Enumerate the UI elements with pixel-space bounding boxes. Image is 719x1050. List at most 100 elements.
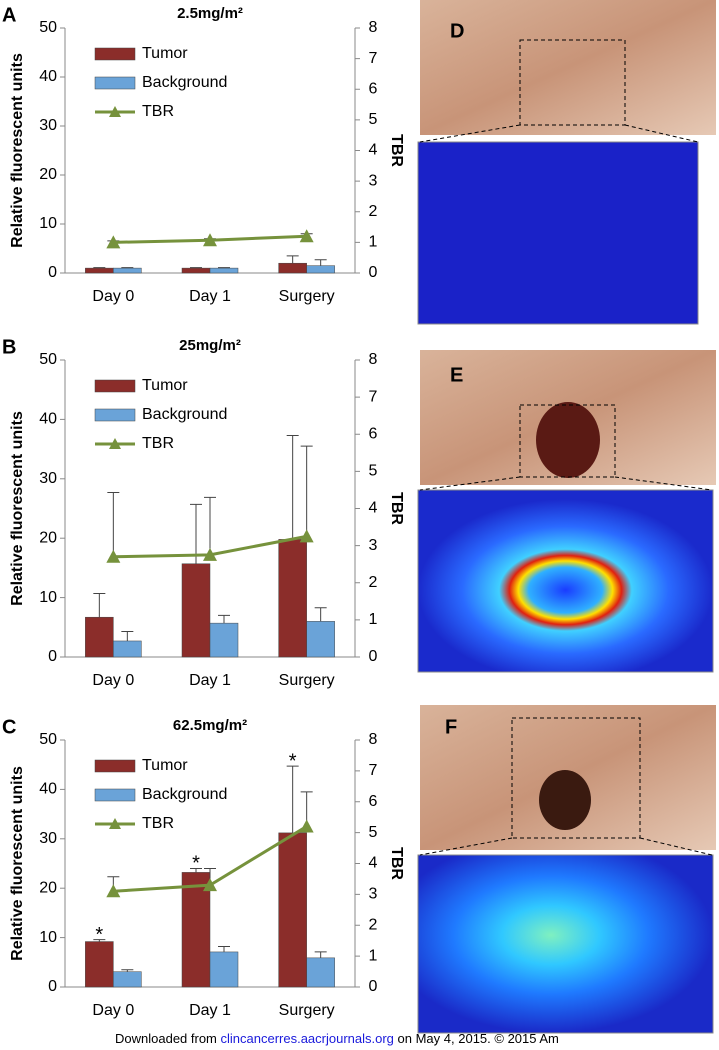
y2-tick-label: 0: [369, 978, 378, 995]
legend-swatch: [94, 759, 136, 773]
y2-tick-label: 3: [369, 886, 378, 903]
error-bar: [286, 765, 299, 833]
error-bar: [204, 496, 216, 555]
nose: [539, 770, 591, 830]
y-tick-label: 10: [39, 929, 57, 946]
y-tick-label: 30: [39, 117, 57, 134]
y2-tick-label: 7: [369, 388, 378, 405]
y-tick-label: 40: [39, 411, 57, 428]
footer-link[interactable]: clincancerres.aacrjournals.org: [220, 1031, 394, 1046]
y2-tick-label: 5: [369, 111, 378, 128]
tbr-marker: [299, 229, 314, 243]
x-tick-label: Day 1: [189, 1002, 231, 1019]
y2-tick-label: 1: [369, 234, 378, 251]
bar: [181, 267, 211, 274]
annotation: *: [289, 750, 297, 772]
legend-label: Background: [142, 786, 227, 803]
y2-tick-label: 6: [369, 425, 378, 442]
legend-swatch: [109, 438, 121, 449]
y2-tick-label: 4: [369, 500, 378, 517]
legend-label: Tumor: [142, 757, 188, 774]
y2-tick-label: 1: [369, 947, 378, 964]
tbr-marker: [299, 529, 314, 543]
x-tick-label: Day 0: [92, 1002, 134, 1019]
x-tick-label: Day 0: [92, 288, 134, 305]
y-axis-label: Relative fluorescent units: [9, 411, 26, 606]
y2-tick-label: 6: [369, 793, 378, 810]
legend-label: TBR: [142, 103, 174, 120]
bar: [306, 265, 335, 274]
chart-title: 62.5mg/m²: [173, 717, 247, 734]
bar: [278, 262, 307, 274]
y-tick-label: 20: [39, 879, 57, 896]
bar: [278, 832, 307, 988]
x-tick-label: Surgery: [279, 672, 335, 689]
legend-swatch: [94, 408, 136, 422]
bar: [85, 267, 114, 274]
tbr-marker: [106, 235, 121, 249]
bar: [113, 267, 142, 274]
bar: [306, 957, 335, 988]
bar: [181, 563, 211, 658]
chart-title: 25mg/m²: [179, 337, 241, 354]
tbr-marker: [299, 819, 314, 833]
y2-axis-label: TBR: [388, 134, 405, 167]
legend-label: Background: [142, 74, 227, 91]
y-tick-label: 30: [39, 470, 57, 487]
y2-tick-label: 8: [369, 351, 378, 368]
footer: Downloaded from clincancerres.aacrjourna…: [115, 1031, 559, 1046]
x-tick-label: Day 1: [189, 672, 231, 689]
roi-box: [519, 39, 626, 126]
footer-text: Downloaded from: [115, 1031, 221, 1046]
error-bar: [314, 259, 327, 266]
y2-axis-label: TBR: [388, 492, 405, 525]
y2-tick-label: 6: [369, 80, 378, 97]
error-bar: [218, 945, 230, 952]
tbr-marker: [106, 549, 121, 563]
legend-swatch: [109, 106, 121, 117]
x-tick-label: Day 1: [189, 288, 231, 305]
tbr-marker: [203, 878, 217, 892]
tbr-marker: [106, 884, 121, 898]
annotation: *: [95, 924, 103, 946]
error-bar: [107, 492, 120, 557]
legend-label: Tumor: [142, 377, 188, 394]
y2-tick-label: 4: [369, 142, 378, 159]
bar: [306, 621, 335, 658]
y2-tick-label: 5: [369, 463, 378, 480]
fluorescence-image: [417, 489, 714, 673]
y2-tick-label: 0: [369, 648, 378, 665]
error-bar: [286, 434, 299, 540]
legend-label: Tumor: [142, 45, 188, 62]
y2-tick-label: 0: [369, 264, 378, 281]
y-axis-label: Relative fluorescent units: [9, 766, 26, 961]
y-tick-label: 50: [39, 19, 57, 36]
bar: [209, 951, 239, 988]
y2-tick-label: 5: [369, 824, 378, 841]
error-bar: [286, 255, 299, 264]
legend-swatch: [94, 788, 136, 802]
zoom-line: [419, 476, 713, 491]
error-bar: [314, 607, 327, 622]
photo: [420, 0, 716, 135]
bar: [85, 941, 114, 988]
roi-box: [519, 404, 616, 478]
footer-text: on May 4, 2015. © 2015 Am: [393, 1031, 559, 1046]
y-tick-label: 50: [39, 351, 57, 368]
bar: [209, 267, 239, 274]
annotation: *: [192, 853, 200, 875]
y2-tick-label: 3: [369, 537, 378, 554]
y2-tick-label: 3: [369, 172, 378, 189]
error-bar: [218, 614, 230, 624]
bar: [209, 622, 239, 658]
bar: [113, 971, 142, 988]
error-bar: [300, 445, 313, 537]
y2-axis-label: TBR: [388, 847, 405, 880]
legend-swatch: [94, 47, 136, 61]
y-tick-label: 0: [48, 648, 57, 665]
error-bar: [190, 867, 202, 873]
y-tick-label: 10: [39, 589, 57, 606]
error-bar: [93, 939, 106, 942]
